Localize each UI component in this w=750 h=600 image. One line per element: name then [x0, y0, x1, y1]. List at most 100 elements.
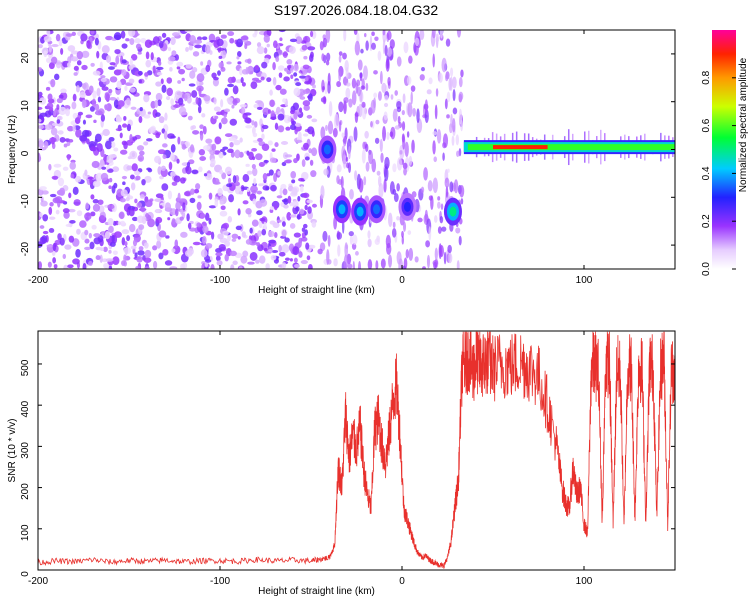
noise-speck: [94, 103, 100, 111]
noise-speck: [58, 106, 67, 116]
streak-speck: [437, 226, 442, 234]
noise-speck: [143, 141, 149, 146]
noise-speck: [170, 152, 175, 161]
noise-speck: [63, 211, 70, 219]
noise-speck: [38, 140, 44, 148]
streak-speck: [446, 114, 450, 119]
noise-speck: [195, 183, 201, 190]
noise-speck: [147, 168, 153, 173]
noise-speck: [131, 136, 138, 141]
noise-speck: [216, 111, 223, 116]
streak-speck: [432, 131, 438, 136]
noise-speck: [125, 97, 131, 106]
streak-speck: [357, 59, 363, 71]
noise-speck: [196, 201, 202, 211]
noise-speck: [274, 232, 278, 238]
noise-speck: [38, 153, 41, 162]
noise-speck: [220, 99, 224, 108]
streak-speck: [348, 145, 351, 160]
streak-speck: [367, 230, 371, 239]
noise-speck: [294, 127, 298, 135]
noise-speck: [303, 142, 309, 150]
noise-speck: [185, 166, 189, 172]
streak-speck: [353, 126, 358, 142]
streak-speck: [360, 85, 366, 90]
noise-speck: [155, 112, 161, 117]
signal-line-core: [493, 145, 548, 150]
streak-speck: [452, 76, 457, 89]
noise-speck: [145, 51, 150, 60]
streak-speck: [368, 150, 374, 165]
colorbar-label: Normalized spectral amplitude: [738, 57, 749, 192]
noise-speck: [263, 34, 270, 43]
noise-speck: [213, 97, 217, 105]
streak-speck: [384, 95, 389, 101]
streak-speck: [365, 161, 370, 172]
noise-speck: [222, 222, 230, 229]
streak-speck: [383, 178, 387, 193]
noise-speck: [134, 38, 141, 44]
streak-speck: [447, 252, 453, 264]
x-axis-label: Height of straight line (km): [258, 586, 375, 597]
noise-speck: [179, 216, 184, 221]
streak-speck: [354, 170, 358, 181]
noise-speck: [238, 266, 243, 269]
streak-speck: [349, 189, 354, 200]
noise-speck: [76, 228, 81, 235]
noise-speck: [99, 61, 103, 70]
noise-speck: [210, 263, 215, 269]
noise-speck: [112, 166, 120, 173]
noise-speck: [236, 56, 240, 60]
streak-speck: [380, 258, 386, 269]
noise-speck: [309, 54, 314, 63]
noise-speck: [176, 61, 184, 67]
noise-speck: [55, 33, 61, 42]
streak-speck: [342, 136, 347, 147]
noise-speck: [258, 162, 265, 167]
y-tick-label: 0: [20, 150, 31, 156]
noise-speck: [307, 264, 313, 269]
noise-speck: [130, 53, 138, 61]
noise-speck: [184, 30, 193, 33]
noise-speck: [165, 96, 171, 101]
streak-speck: [431, 30, 436, 39]
noise-speck: [186, 213, 190, 222]
noise-speck: [104, 104, 108, 111]
noise-speck: [282, 98, 287, 103]
noise-speck: [177, 192, 181, 202]
noise-speck: [255, 259, 260, 264]
noise-speck: [75, 129, 82, 138]
noise-speck: [218, 122, 222, 130]
noise-speck: [107, 204, 115, 210]
noise-speck: [293, 157, 298, 164]
noise-speck: [222, 146, 229, 150]
noise-speck: [138, 246, 144, 251]
streak-speck: [365, 40, 369, 51]
noise-speck: [180, 263, 186, 269]
streak-speck: [392, 221, 396, 229]
streak-speck: [458, 76, 463, 88]
noise-speck: [153, 260, 158, 269]
noise-speck: [194, 44, 203, 49]
streak-speck: [450, 76, 453, 91]
noise-speck: [155, 92, 163, 102]
noise-speck: [137, 250, 145, 256]
streak-speck: [365, 82, 369, 92]
noise-speck: [135, 266, 141, 269]
streak-speck: [403, 167, 407, 176]
noise-speck: [307, 46, 316, 51]
streak-speck: [416, 108, 420, 124]
noise-speck: [181, 111, 188, 116]
noise-speck: [140, 206, 146, 213]
noise-speck: [88, 85, 94, 94]
noise-speck: [244, 43, 248, 50]
noise-speck: [256, 46, 265, 55]
streak-speck: [396, 56, 402, 67]
noise-speck: [211, 72, 217, 79]
noise-speck: [107, 218, 114, 226]
noise-speck: [81, 99, 87, 109]
noise-speck: [67, 264, 74, 269]
streak-speck: [445, 185, 449, 198]
streak-speck: [403, 41, 409, 54]
noise-speck: [72, 124, 76, 132]
